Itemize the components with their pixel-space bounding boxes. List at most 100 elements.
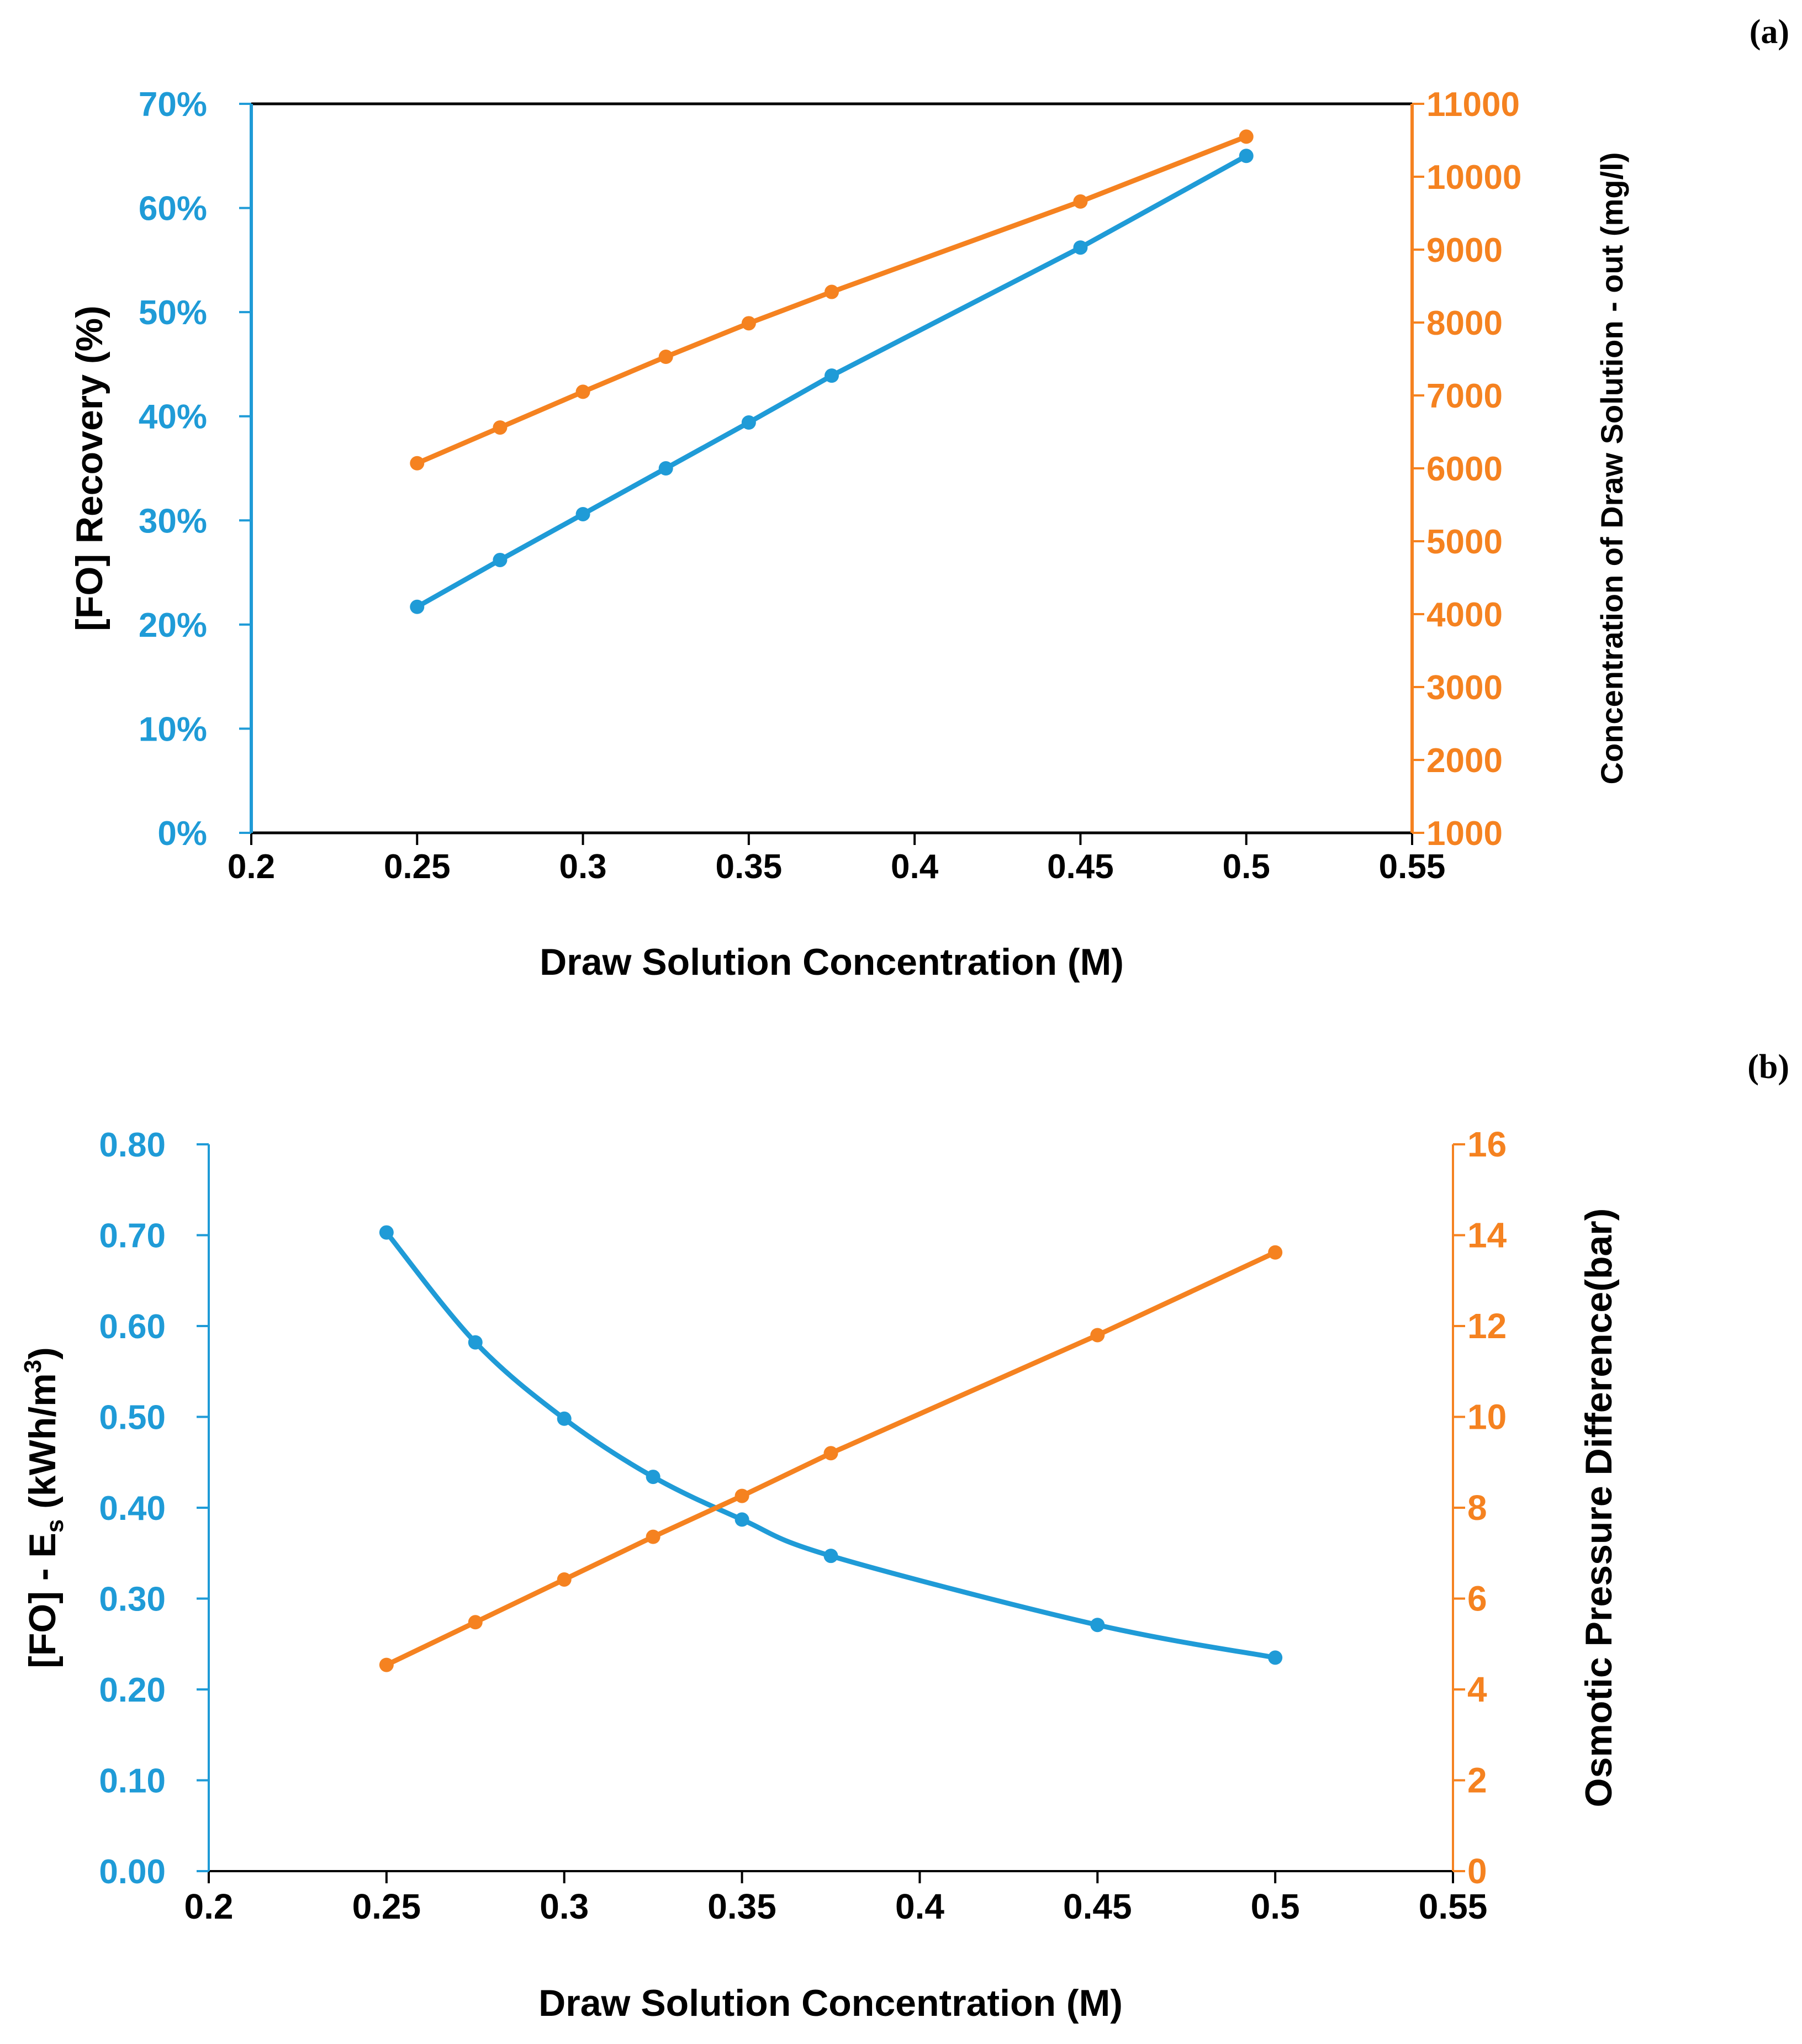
chart-b-x-tick-label: 0.5 — [1251, 1887, 1300, 1926]
chart-a-y-right-tick-label: 6000 — [1426, 450, 1503, 488]
chart-b-y-left-tick-label: 0.40 — [99, 1490, 166, 1528]
chart-a-y-right-tick-label: 4000 — [1426, 596, 1503, 634]
chart-b-y-left-tick-label: 0.50 — [99, 1399, 166, 1437]
chart-a-y-left-tick-label: 50% — [139, 294, 207, 332]
chart-a-y-right-tick-label: 5000 — [1426, 523, 1503, 561]
chart-a-y-right-tick-label: 8000 — [1426, 304, 1503, 342]
chart-b-y-right-tick-label: 14 — [1467, 1216, 1507, 1255]
chart-b-x-tick-labels: 0.2 0.25 0.3 0.35 0.4 0.45 0.5 0.55 — [184, 1887, 1488, 1926]
chart-b-y-left-tick-label: 0.10 — [99, 1762, 166, 1800]
chart-b-x-tick-label: 0.4 — [895, 1887, 944, 1926]
chart-b-y-left-label-end: ) — [22, 1347, 64, 1360]
chart-a-y-right-tick-labels: 1000 2000 3000 4000 5000 6000 7000 8000 … — [1426, 86, 1521, 853]
chart-b-data-point-orange — [468, 1615, 483, 1630]
chart-a-y-left-tick-labels: 0% 10% 20% 30% 40% 50% 60% 70% — [139, 86, 207, 853]
chart-a-x-tick-label: 0.45 — [1047, 848, 1114, 886]
chart-a-y-left-tick-label: 10% — [139, 710, 207, 748]
chart-b-y-left-label-sup: 3 — [19, 1360, 46, 1373]
chart-b-x-tick-label: 0.2 — [184, 1887, 234, 1926]
chart-b-x-tick-label: 0.35 — [707, 1887, 776, 1926]
chart-b-data-point-blue — [734, 1512, 749, 1527]
chart-a-data-point-blue — [658, 461, 673, 476]
chart-a-x-tick-label: 0.55 — [1379, 848, 1446, 886]
chart-a-data-point-orange — [493, 420, 508, 435]
chart-b-data-point-orange — [1090, 1328, 1105, 1343]
chart-a-x-tick-label: 0.3 — [559, 848, 606, 886]
chart-b-y-left-tick-labels: 0.00 0.10 0.20 0.30 0.40 0.50 0.60 0.70 … — [99, 1126, 166, 1891]
chart-b-data-point-orange — [1268, 1245, 1283, 1260]
chart-a-series — [410, 129, 1254, 614]
chart-a-data-point-orange — [1239, 129, 1254, 144]
chart-a-y-right-tick-label: 3000 — [1426, 669, 1503, 707]
chart-a-y-left-axis-label: [FO] Recovery (%) — [68, 305, 110, 631]
chart-b-y-left-label-sub: s — [41, 1519, 68, 1533]
chart-b-x-axis-label: Draw Solution Concentration (M) — [538, 1982, 1123, 2024]
chart-b-y-left-tick-label: 0.00 — [99, 1853, 166, 1891]
chart-b-data-point-blue — [1090, 1618, 1105, 1633]
chart-a-y-right-tick-label: 9000 — [1426, 231, 1503, 270]
panel-label-a: (a) — [1750, 13, 1789, 51]
chart-b-data-point-orange — [379, 1657, 394, 1672]
chart-a-data-point-blue — [1073, 240, 1088, 255]
chart-b-y-right-tick-label: 10 — [1467, 1397, 1507, 1437]
chart-b-x-tick-label: 0.25 — [352, 1887, 421, 1926]
chart-b: (b) 0.2 0.25 0.3 0.35 0.4 0.45 0.5 0.55 … — [19, 1048, 1789, 2024]
chart-b-y-right-tick-label: 16 — [1467, 1124, 1507, 1164]
chart-a-data-point-blue — [741, 415, 756, 430]
chart-b-y-left-label-tail: (kWh/m — [22, 1373, 64, 1519]
chart-a-y-left-tick-label: 0% — [157, 815, 207, 853]
chart-a-y-right-tick-label: 11000 — [1426, 86, 1520, 124]
chart-a-x-tick-label: 0.2 — [228, 848, 275, 886]
chart-a-x-tick-label: 0.35 — [716, 848, 783, 886]
chart-b-plot-area — [209, 1144, 1453, 1871]
chart-a-y-right-tick-label: 2000 — [1426, 742, 1503, 780]
chart-b-y-left-label-main: [FO] - E — [22, 1533, 64, 1668]
chart-b-x-tick-label: 0.55 — [1419, 1887, 1488, 1926]
chart-b-y-left-tick-label: 0.70 — [99, 1217, 166, 1255]
chart-a-data-point-blue — [825, 368, 839, 383]
chart-a-x-tick-label: 0.5 — [1223, 848, 1270, 886]
chart-b-data-point-blue — [823, 1549, 838, 1564]
chart-a: (a) 0.2 0.25 0.3 0.35 0.4 0.45 0.5 0.55 … — [68, 13, 1789, 983]
chart-b-x-tick-label: 0.3 — [540, 1887, 589, 1926]
chart-b-data-point-blue — [379, 1225, 394, 1240]
chart-a-series-line-blue — [414, 153, 1249, 610]
chart-b-data-point-blue — [557, 1411, 572, 1426]
chart-a-data-point-orange — [741, 316, 756, 331]
chart-a-y-left-tick-label: 40% — [139, 398, 207, 436]
chart-b-data-point-orange — [557, 1572, 572, 1587]
chart-a-y-right-tick-label: 10000 — [1426, 159, 1521, 197]
chart-b-data-point-blue — [646, 1470, 660, 1485]
chart-b-y-left-tick-label: 0.30 — [99, 1581, 166, 1619]
chart-a-y-right-axis-label: Concentration of Draw Solution - out (mg… — [1594, 152, 1629, 785]
chart-a-y-left-tick-label: 30% — [139, 502, 207, 540]
chart-b-y-right-tick-labels: 0 2 4 6 8 10 12 14 16 — [1467, 1124, 1507, 1891]
chart-b-y-right-tick-label: 8 — [1467, 1488, 1487, 1528]
chart-b-y-right-tick-label: 0 — [1467, 1851, 1487, 1891]
chart-a-y-right-tick-label: 1000 — [1426, 815, 1503, 853]
chart-b-data-point-blue — [468, 1335, 483, 1350]
chart-b-y-right-tick-label: 2 — [1467, 1761, 1487, 1800]
chart-a-x-tick-label: 0.25 — [384, 848, 451, 886]
chart-a-x-tick-label: 0.4 — [891, 848, 939, 886]
chart-a-data-point-orange — [575, 384, 590, 399]
chart-a-data-point-orange — [1073, 194, 1088, 209]
chart-a-data-point-blue — [575, 506, 590, 521]
chart-b-data-point-orange — [823, 1446, 838, 1461]
chart-a-y-left-tick-label: 60% — [139, 190, 207, 228]
chart-a-plot-area — [251, 104, 1412, 833]
chart-a-data-point-orange — [658, 350, 673, 365]
chart-a-series-line-orange — [414, 134, 1249, 466]
chart-a-y-left-tick-label: 20% — [139, 606, 207, 645]
chart-b-y-right-tick-label: 4 — [1467, 1670, 1487, 1709]
chart-b-data-point-orange — [646, 1529, 660, 1544]
chart-b-data-point-blue — [1268, 1650, 1283, 1665]
chart-a-x-axis-label: Draw Solution Concentration (M) — [540, 941, 1124, 983]
chart-a-y-left-tick-label: 70% — [139, 86, 207, 124]
chart-a-data-point-blue — [410, 599, 425, 614]
panel-label-b: (b) — [1747, 1048, 1789, 1086]
chart-a-data-point-orange — [825, 284, 839, 299]
chart-b-y-left-tick-label: 0.80 — [99, 1126, 166, 1164]
chart-b-ticks — [197, 1143, 1465, 1883]
